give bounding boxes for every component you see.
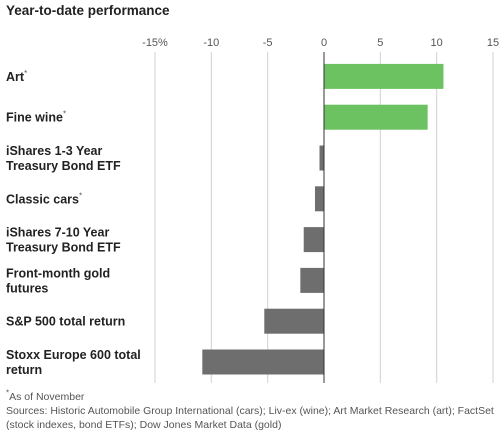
chart-title: Year-to-date performance (6, 3, 170, 18)
category-label-line: Art (6, 70, 25, 84)
footnote-marker: * (79, 191, 82, 200)
bar (319, 145, 324, 171)
category-label-line: futures (6, 281, 48, 295)
sources-note: Sources: Historic Automobile Group Inter… (6, 405, 494, 431)
x-tick-label: 10 (431, 37, 443, 49)
category-label-line: Classic cars (6, 192, 79, 206)
bar (303, 227, 324, 253)
category-label: Front-month gold futures (6, 266, 110, 295)
bar (300, 267, 324, 293)
category-label-line: return (6, 363, 42, 377)
category-label: Classic cars* (6, 191, 82, 206)
bar (202, 349, 324, 375)
bar (324, 63, 444, 89)
category-label-line: S&P 500 total return (6, 315, 125, 329)
footnote-marker: * (63, 110, 66, 119)
as-of-text: As of November (9, 391, 85, 403)
category-label-line: Stoxx Europe 600 total (6, 348, 141, 362)
category-labels: Art*Fine wine*iShares 1-3 Year Treasury B… (6, 69, 141, 377)
x-tick-label: 0 (321, 37, 327, 49)
bar (324, 104, 428, 130)
category-label-line: Front-month gold (6, 266, 110, 280)
category-label-line: Treasury Bond ETF (6, 241, 121, 255)
category-label: Art* (6, 69, 27, 84)
as-of-note: *As of November (6, 388, 494, 404)
footnote-marker: * (24, 69, 27, 78)
x-tick-label: -5 (263, 37, 273, 49)
x-tick-label: -15% (142, 37, 168, 49)
bar (264, 308, 324, 334)
category-label-line: iShares 7-10 Year (6, 226, 109, 240)
x-tick-label: 15 (487, 37, 499, 49)
bars (202, 63, 444, 375)
category-label-line: Treasury Bond ETF (6, 159, 121, 173)
bar (314, 186, 324, 212)
category-label: iShares 7-10 Year Treasury Bond ETF (6, 226, 121, 255)
category-label: Fine wine* (6, 110, 66, 125)
category-label: iShares 1-3 Year Treasury Bond ETF (6, 144, 121, 173)
x-tick-label: -10 (203, 37, 219, 49)
x-axis-ticks: -15% -10 -5 0 5 10 15 (142, 37, 499, 49)
category-label: S&P 500 total return (6, 315, 125, 329)
category-label-line: iShares 1-3 Year (6, 144, 103, 158)
category-label-line: Fine wine (6, 111, 63, 125)
footnote-marker: * (6, 388, 10, 398)
footnotes: *As of November Sources: Historic Automo… (6, 388, 494, 432)
x-tick-label: 5 (377, 37, 383, 49)
category-label: Stoxx Europe 600 total return (6, 348, 141, 377)
